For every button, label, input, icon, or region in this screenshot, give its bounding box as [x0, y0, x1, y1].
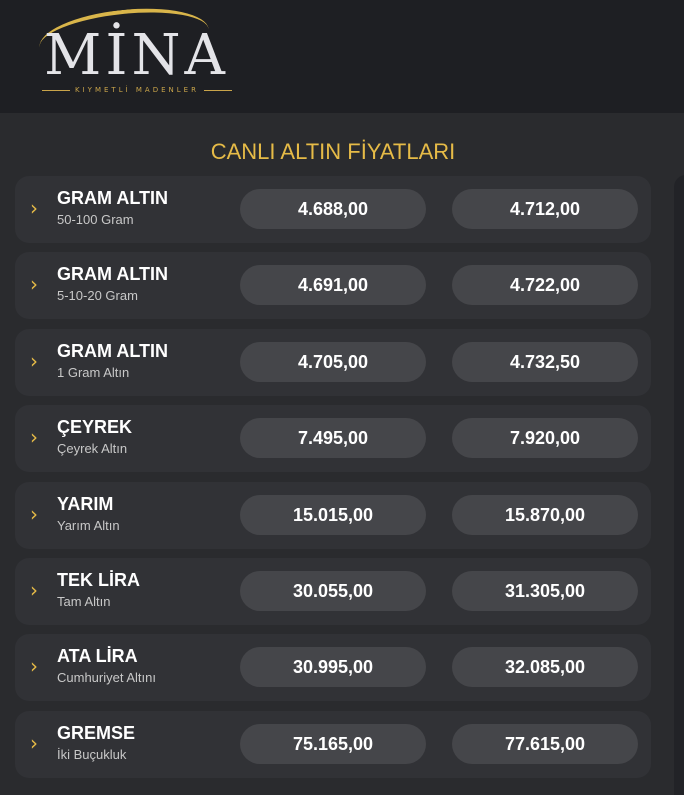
product-name: GRAM ALTIN — [57, 188, 168, 208]
product-subtitle: 5-10-20 Gram — [57, 288, 138, 304]
sell-price: 15.870,00 — [452, 494, 638, 535]
product-subtitle: 1 Gram Altın — [57, 364, 130, 380]
sell-price: 77.615,00 — [452, 723, 638, 764]
product-subtitle: Çeyrek Altın — [57, 441, 128, 457]
mina-logo[interactable]: MİNA KIYMETLİ MADENLER — [30, 1, 240, 98]
buy-price: 75.165,00 — [240, 723, 426, 764]
side-panel — [674, 175, 684, 795]
product-name: TEK LİRA — [57, 570, 140, 590]
price-row[interactable]: › GRAM ALTIN 50-100 Gram 4.688,00 4.712,… — [15, 176, 651, 243]
price-row[interactable]: › GREMSE İki Buçukluk 75.165,00 77.615,0… — [15, 710, 651, 778]
chevron-right-icon[interactable]: › — [30, 196, 38, 220]
header: MİNA KIYMETLİ MADENLER — [0, 0, 684, 113]
price-row[interactable]: › TEK LİRA Tam Altın 30.055,00 31.305,00 — [15, 558, 651, 625]
sell-price: 4.732,50 — [452, 341, 638, 382]
price-row[interactable]: › GRAM ALTIN 1 Gram Altın 4.705,00 4.732… — [15, 328, 651, 396]
chevron-right-icon[interactable]: › — [30, 501, 38, 526]
product-subtitle: Yarım Altın — [57, 517, 120, 533]
price-row[interactable]: › YARIM Yarım Altın 15.015,00 15.870,00 — [15, 481, 651, 549]
chevron-right-icon[interactable]: › — [30, 654, 38, 679]
sell-price: 31.305,00 — [452, 571, 638, 611]
sell-price: 4.722,00 — [452, 265, 638, 306]
product-subtitle: Tam Altın — [57, 594, 111, 609]
product-name: GRAM ALTIN — [57, 340, 168, 361]
main-content: CANLI ALTIN FİYATLARI › GRAM ALTIN 50-10… — [0, 113, 684, 786]
sell-price: 32.085,00 — [452, 647, 638, 688]
page-title: CANLI ALTIN FİYATLARI — [210, 139, 456, 164]
product-name: ÇEYREK — [57, 417, 133, 438]
chevron-right-icon[interactable]: › — [30, 425, 38, 450]
product-subtitle: Cumhuriyet Altını — [57, 670, 156, 686]
chevron-right-icon[interactable]: › — [30, 348, 38, 373]
product-name: YARIM — [57, 493, 114, 514]
buy-price: 30.055,00 — [240, 571, 426, 611]
product-name: GREMSE — [57, 722, 136, 743]
buy-price: 4.691,00 — [240, 265, 426, 306]
price-row[interactable]: › ATA LİRA Cumhuriyet Altını 30.995,00 3… — [15, 634, 651, 702]
product-name: GRAM ALTIN — [57, 264, 168, 285]
product-name: ATA LİRA — [57, 646, 138, 667]
chevron-right-icon[interactable]: › — [30, 730, 38, 755]
chevron-right-icon[interactable]: › — [30, 578, 38, 602]
buy-price: 15.015,00 — [240, 494, 426, 535]
buy-price: 30.995,00 — [240, 647, 426, 688]
product-subtitle: İki Buçukluk — [57, 746, 127, 762]
product-subtitle: 50-100 Gram — [57, 212, 134, 227]
chevron-right-icon[interactable]: › — [30, 272, 38, 297]
price-row[interactable]: › GRAM ALTIN 5-10-20 Gram 4.691,00 4.722… — [15, 252, 651, 320]
buy-price: 4.688,00 — [240, 189, 426, 229]
logo-tagline: KIYMETLİ MADENLER — [42, 86, 232, 94]
logo-wordmark: MİNA — [44, 23, 229, 88]
sell-price: 4.712,00 — [452, 189, 638, 229]
price-row[interactable]: › ÇEYREK Çeyrek Altın 7.495,00 7.920,00 — [15, 405, 651, 473]
sell-price: 7.920,00 — [452, 418, 638, 459]
buy-price: 4.705,00 — [240, 341, 426, 382]
buy-price: 7.495,00 — [240, 418, 426, 459]
